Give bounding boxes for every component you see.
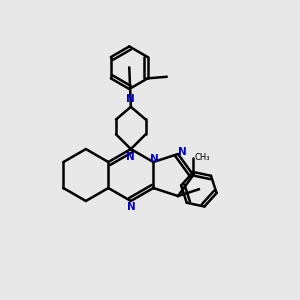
Text: N: N — [127, 94, 135, 104]
Text: N: N — [127, 152, 135, 162]
Text: N: N — [150, 154, 159, 164]
Text: N: N — [127, 202, 136, 212]
Text: N: N — [178, 146, 187, 157]
Text: CH₃: CH₃ — [195, 153, 210, 162]
